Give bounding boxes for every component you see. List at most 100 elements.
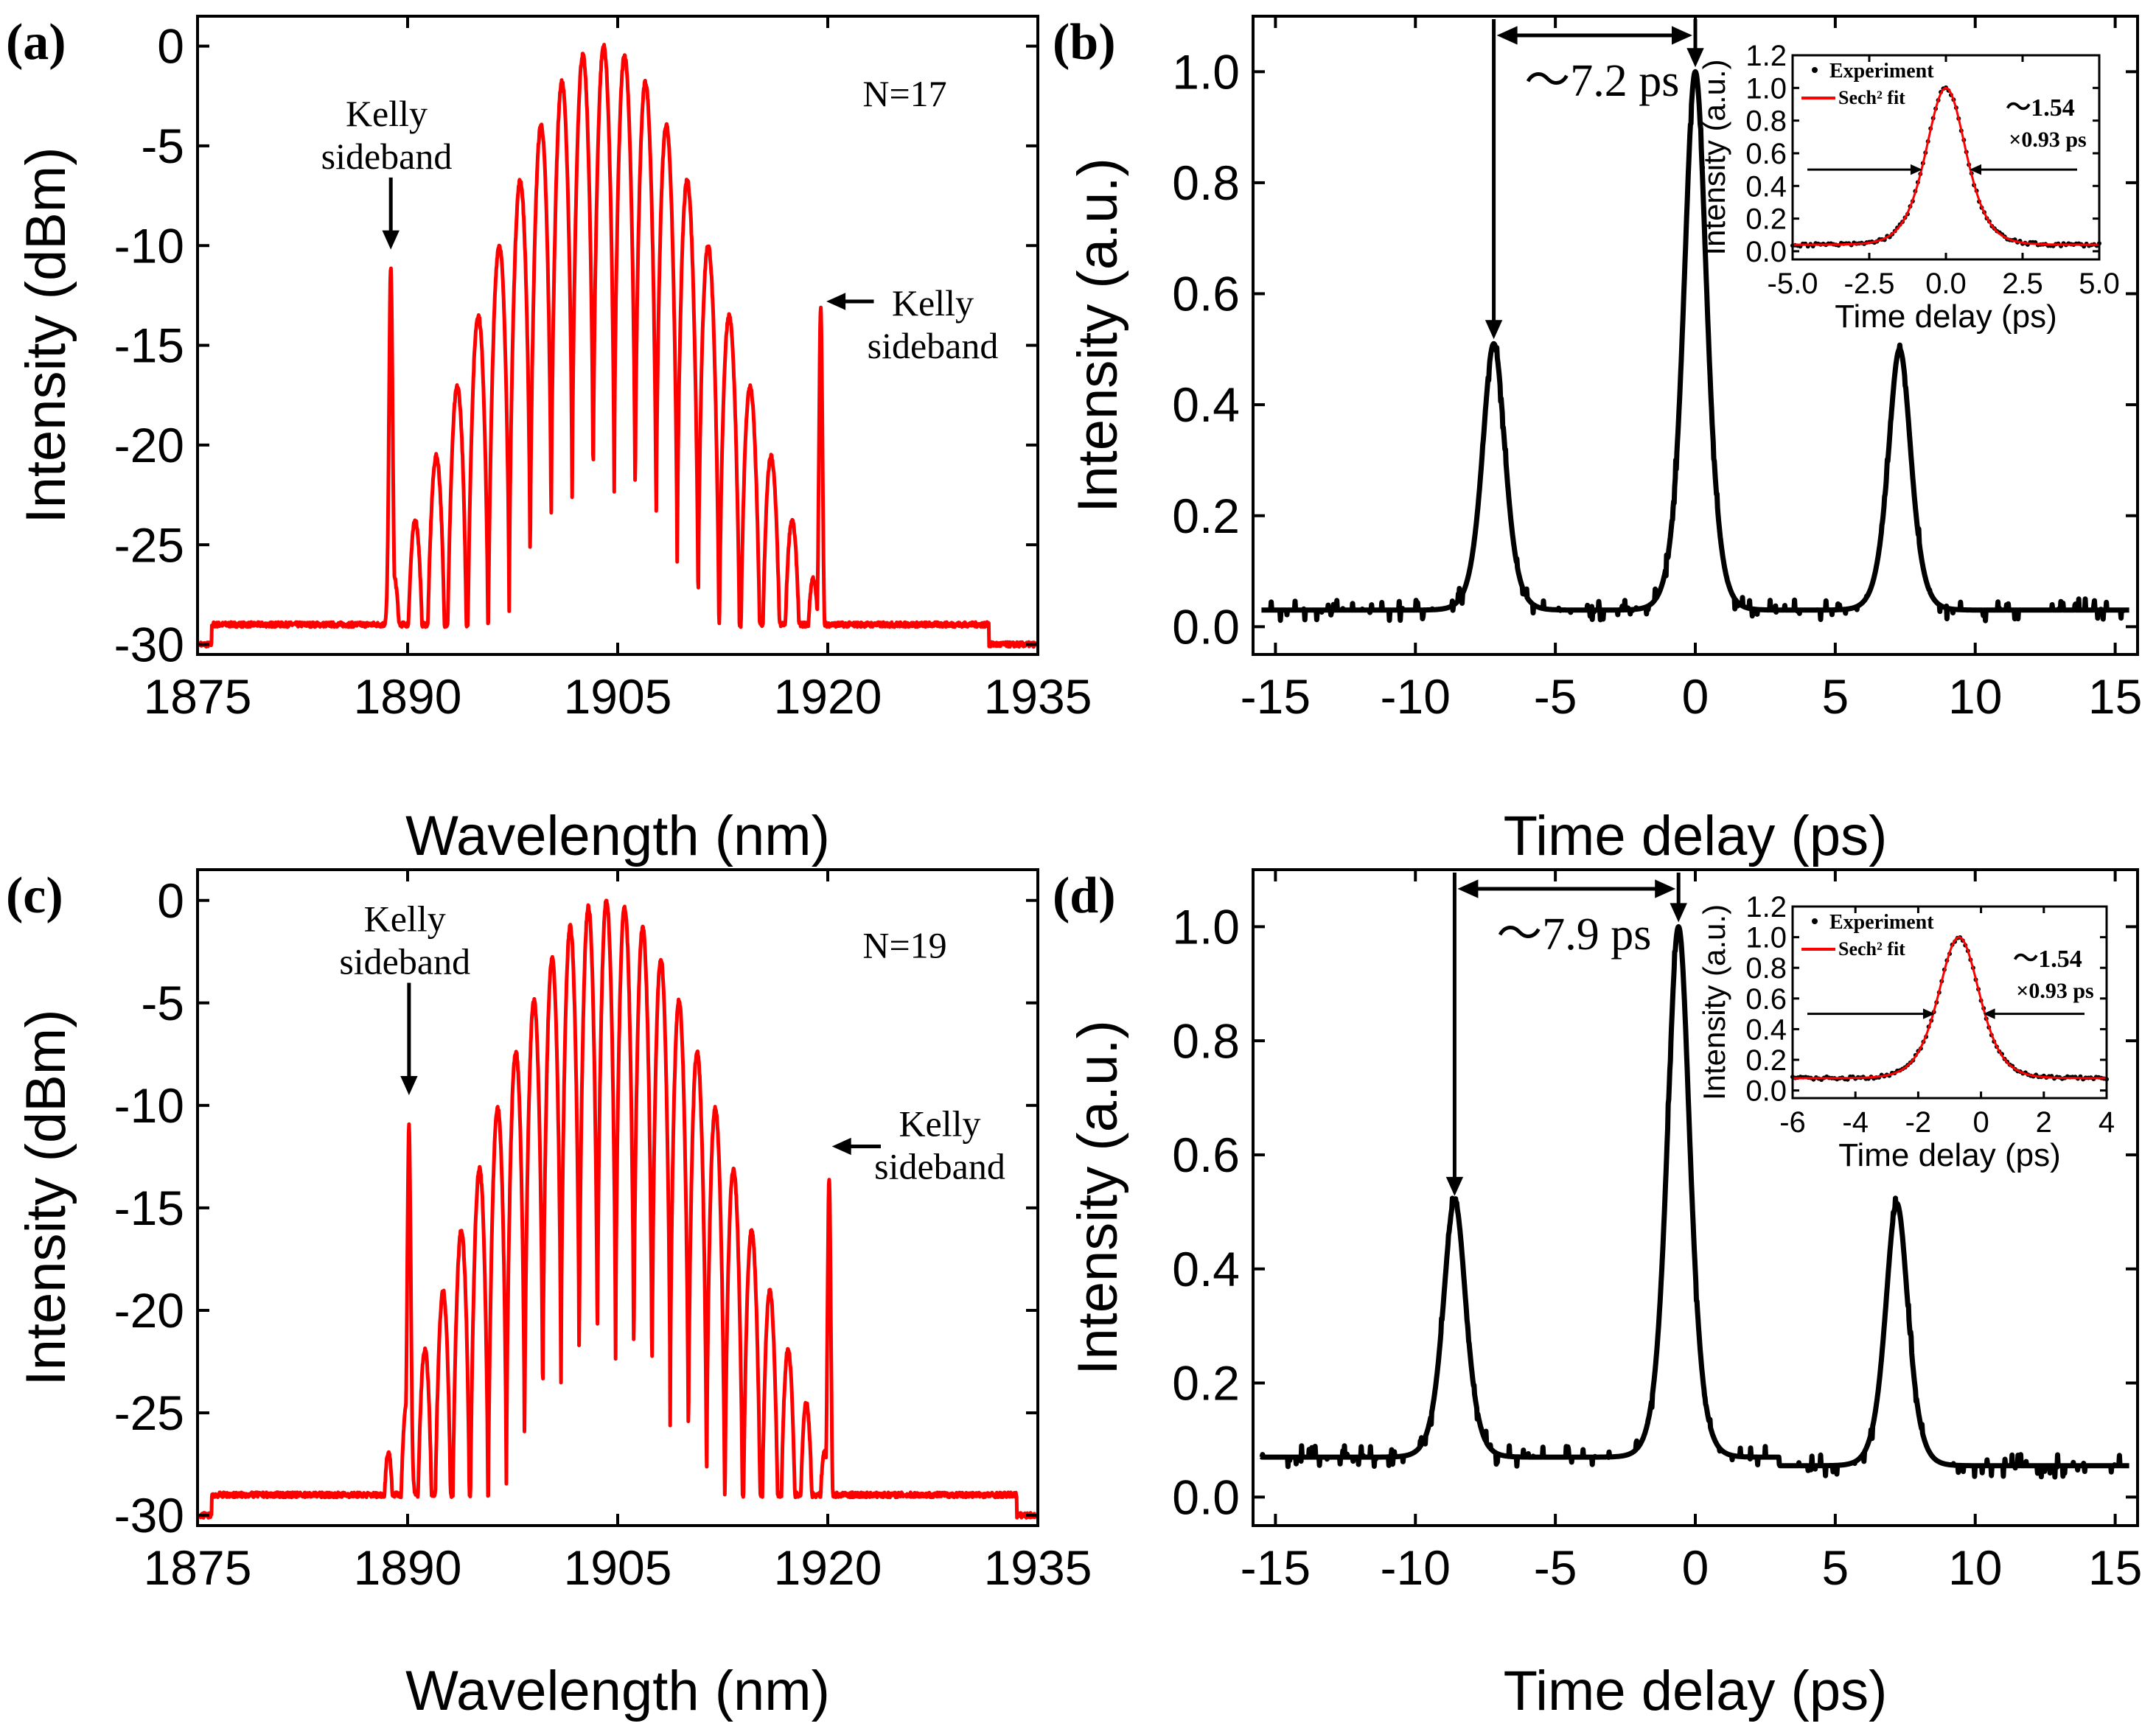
x-tick-label: -2.5 bbox=[1844, 268, 1895, 300]
y-tick-label: -30 bbox=[114, 618, 184, 672]
arrow-head bbox=[1445, 1176, 1464, 1196]
y-tick-label: 0.8 bbox=[1745, 952, 1787, 985]
arrow-head bbox=[1496, 26, 1518, 45]
y-tick-label: -20 bbox=[114, 1283, 184, 1338]
arrow-head bbox=[1922, 1008, 1935, 1019]
y-tick-label: -30 bbox=[114, 1488, 184, 1543]
annotation-text: sideband bbox=[339, 940, 470, 982]
panel-d: -15 -10 -5 0 5 10 150.00.20.40.60.81.0(d)Time … bbox=[1053, 867, 2142, 1722]
annotation-text: N=17 bbox=[862, 73, 946, 114]
inset-y-axis-title: Intensity (a.u.) bbox=[1697, 59, 1731, 255]
legend-label: Sech² fit bbox=[1838, 87, 1905, 108]
y-tick-label: 0.6 bbox=[1745, 138, 1787, 170]
width-label: ×0.93 ps bbox=[2016, 979, 2093, 1003]
x-tick-label: 1935 bbox=[984, 669, 1092, 724]
panel-label: (b) bbox=[1053, 14, 1116, 71]
y-tick-label: -5 bbox=[141, 119, 184, 173]
y-tick-label: -5 bbox=[141, 976, 184, 1030]
x-tick-label: 15 bbox=[2088, 669, 2142, 724]
arrow-head bbox=[831, 1137, 851, 1156]
inset-x-axis-title: Time delay (ps) bbox=[1835, 298, 2057, 335]
x-tick-label: 0.0 bbox=[1925, 268, 1967, 300]
y-tick-label: 0.8 bbox=[1172, 156, 1240, 210]
y-tick-label: 0.6 bbox=[1172, 267, 1240, 321]
arrow-head bbox=[382, 230, 400, 250]
panel-b: -15 -10 -5 0 5 10 150.00.20.40.60.81.0(b)Time … bbox=[1053, 14, 2142, 867]
y-tick-label: 1.0 bbox=[1172, 44, 1240, 99]
spacing-label: ～7.2 ps bbox=[1524, 56, 1679, 106]
y-tick-label: 0.4 bbox=[1172, 377, 1240, 432]
y-tick-label: 0.4 bbox=[1172, 1242, 1240, 1296]
panel-a: 1875 1890 1905 1920 1935 0 -5 -10 -15 -20 -25 -30 (a… bbox=[6, 14, 1092, 867]
x-tick-label: -5 bbox=[1534, 1540, 1577, 1595]
x-tick-label: 1905 bbox=[564, 669, 672, 724]
y-axis-title: Intensity (a.u.) bbox=[1067, 1020, 1129, 1375]
y-tick-label: -10 bbox=[114, 1078, 184, 1133]
x-tick-label: -5.0 bbox=[1768, 268, 1818, 300]
y-tick-label: 1.2 bbox=[1745, 891, 1787, 923]
legend-label: Sech² fit bbox=[1838, 938, 1905, 960]
sech2-fit-line bbox=[1793, 86, 2099, 246]
x-tick-label: 15 bbox=[2088, 1540, 2142, 1595]
x-axis-title: Time delay (ps) bbox=[1504, 1660, 1888, 1722]
series-line bbox=[1259, 69, 2132, 624]
panel-label: (d) bbox=[1053, 867, 1116, 924]
x-tick-label: 1905 bbox=[564, 1540, 672, 1595]
annotation-text: Kelly bbox=[892, 282, 974, 324]
annotation-text: sideband bbox=[874, 1146, 1005, 1187]
arrow-head bbox=[1457, 879, 1479, 898]
y-axis-title: Intensity (dBm) bbox=[15, 147, 77, 523]
x-tick-label: 0 bbox=[1682, 1540, 1709, 1595]
y-tick-label: 0.8 bbox=[1172, 1013, 1240, 1068]
y-tick-label: 0.6 bbox=[1172, 1128, 1240, 1182]
y-tick-label: -15 bbox=[114, 318, 184, 373]
series-line bbox=[198, 43, 1037, 649]
x-tick-label: 10 bbox=[1948, 669, 2002, 724]
inset-chart: -6 -4 -2 0 2 4 0.00.20.40.60.81.01.2 Time delay… bbox=[1697, 891, 2115, 1173]
inset-background bbox=[1793, 907, 2107, 1098]
arrow-head bbox=[1485, 320, 1503, 340]
y-tick-label: 0 bbox=[157, 873, 184, 928]
legend-label: Experiment bbox=[1829, 911, 1934, 934]
series-line bbox=[1259, 923, 2132, 1480]
arrow-head bbox=[1672, 26, 1692, 45]
sech2-fit-line bbox=[1793, 936, 2107, 1080]
x-tick-label: -4 bbox=[1842, 1106, 1869, 1139]
inset-x-axis-title: Time delay (ps) bbox=[1838, 1137, 2061, 1173]
y-axis-title: Intensity (dBm) bbox=[15, 1009, 77, 1386]
width-label: ×0.93 ps bbox=[2009, 128, 2086, 152]
y-tick-label: 1.2 bbox=[1745, 40, 1787, 72]
y-tick-label: -25 bbox=[114, 517, 184, 572]
x-tick-label: 1875 bbox=[144, 1540, 252, 1595]
x-tick-label: -15 bbox=[1241, 669, 1311, 724]
x-tick-label: -5 bbox=[1534, 669, 1577, 724]
legend-label: Experiment bbox=[1829, 60, 1934, 83]
x-tick-label: -15 bbox=[1241, 1540, 1311, 1595]
y-axis-title: Intensity (a.u.) bbox=[1067, 158, 1129, 513]
x-axis-title: Wavelength (nm) bbox=[405, 1660, 830, 1722]
annotation-text: sideband bbox=[321, 136, 453, 177]
y-tick-label: 0.0 bbox=[1745, 236, 1787, 268]
y-tick-label: -15 bbox=[114, 1181, 184, 1235]
y-tick-label: 1.0 bbox=[1745, 922, 1787, 954]
y-tick-label: 0.2 bbox=[1745, 1044, 1787, 1077]
y-tick-label: 0.4 bbox=[1745, 1013, 1787, 1046]
annotation-text: Kelly bbox=[899, 1103, 980, 1145]
series-line bbox=[198, 898, 1037, 1520]
x-tick-label: 1920 bbox=[774, 1540, 882, 1595]
x-tick-label: 0 bbox=[1972, 1106, 1989, 1139]
legend-marker-experiment bbox=[1812, 918, 1818, 924]
x-tick-label: 5 bbox=[1822, 669, 1849, 724]
y-tick-label: 0.8 bbox=[1745, 105, 1787, 138]
annotation-text: Kelly bbox=[346, 93, 428, 134]
x-tick-label: 1890 bbox=[354, 669, 462, 724]
panel-c: 1875 1890 1905 1920 1935 0 -5 -10 -15 -20 -25 -30 (c… bbox=[6, 867, 1092, 1722]
x-tick-label: 2.5 bbox=[2002, 268, 2043, 300]
arrow-head bbox=[1655, 879, 1676, 898]
x-tick-label: 1890 bbox=[354, 1540, 462, 1595]
x-tick-label: 1920 bbox=[774, 669, 882, 724]
y-tick-label: -10 bbox=[114, 218, 184, 273]
x-tick-label: -6 bbox=[1779, 1106, 1806, 1139]
y-tick-label: 0 bbox=[157, 19, 184, 74]
